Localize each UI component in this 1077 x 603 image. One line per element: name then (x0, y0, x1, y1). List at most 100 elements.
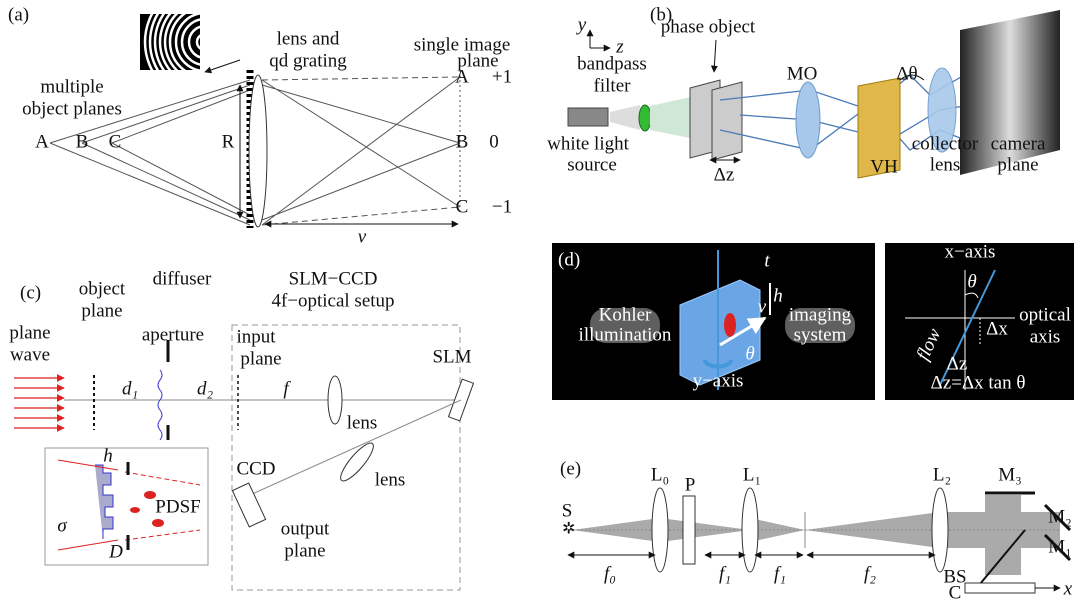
label: (c) (20, 282, 41, 303)
label: f₂ (864, 563, 876, 584)
shape-ellipse (144, 491, 156, 499)
label: M₁ (1048, 536, 1072, 557)
label: A (35, 131, 49, 152)
shape-ellipse (932, 488, 948, 572)
shape-ellipse (639, 105, 651, 131)
label: (e) (560, 458, 581, 479)
label: d₁ (122, 378, 138, 399)
shape-ellipse (742, 488, 758, 572)
shape-line (714, 40, 716, 72)
label: L₀ (651, 464, 669, 485)
label: camera (991, 133, 1046, 154)
shape-ellipse (328, 376, 342, 424)
label: y−axis (693, 370, 744, 391)
label: L₂ (933, 464, 951, 485)
label: lens (347, 412, 378, 433)
label: plane (9, 322, 50, 343)
label: x (1063, 578, 1073, 599)
label: axis (1030, 326, 1061, 347)
label: A (455, 66, 469, 87)
label: source (567, 154, 617, 175)
label: (d) (558, 249, 580, 270)
label: 0 (489, 131, 499, 152)
star-icon: ✲ (562, 521, 575, 538)
label: optical (1019, 304, 1071, 325)
label: θ (745, 343, 754, 364)
label: C (456, 196, 469, 217)
label: lens (930, 154, 961, 175)
shape-rect (232, 483, 265, 527)
label: f (283, 378, 291, 399)
label: object (79, 278, 126, 299)
label: L₁ (743, 464, 761, 485)
label: x−axis (945, 241, 996, 262)
shape-rect (683, 496, 695, 564)
label: f₁ (774, 563, 786, 584)
label: B (76, 131, 89, 152)
label: SLM (432, 346, 471, 367)
label: Kohler (599, 304, 652, 325)
shape-g (14, 378, 64, 428)
label: y (576, 14, 587, 35)
label: C (949, 582, 962, 603)
label: phase object (661, 16, 756, 37)
label: wave (10, 344, 50, 365)
shape-line (205, 60, 240, 72)
label: +1 (492, 66, 512, 87)
shape-ellipse (130, 507, 140, 513)
label: R (222, 131, 235, 152)
label: PDSF (155, 496, 200, 517)
shape-ellipse (796, 82, 820, 158)
shape-path (158, 370, 162, 440)
label: qd grating (269, 50, 347, 71)
label: imaging (789, 304, 852, 325)
label: lens and (277, 28, 340, 49)
label: Δθ (896, 63, 917, 84)
panel-b-drawing (568, 10, 1060, 178)
shape-ellipse (249, 75, 267, 227)
shape-rect (965, 583, 1035, 593)
label: M₃ (998, 464, 1022, 485)
label: Δx (986, 318, 1008, 339)
label: θ (967, 271, 976, 292)
label: C (109, 131, 122, 152)
label: lens (375, 469, 406, 490)
shape-rect (985, 495, 1021, 575)
label: −1 (492, 196, 512, 217)
label: t (764, 250, 770, 271)
label: SLM−CCD (289, 268, 378, 289)
label: plane (284, 540, 325, 561)
shape-path (610, 105, 640, 130)
label: illumination (579, 324, 672, 345)
shape-ellipse (336, 439, 378, 485)
label: Δz (714, 164, 735, 185)
label: P (685, 474, 696, 495)
shape-ellipse (152, 519, 164, 527)
label: filter (594, 75, 632, 96)
label: input (236, 326, 276, 347)
label: Δz (947, 353, 968, 374)
label: system (794, 324, 847, 345)
label: CCD (236, 458, 275, 479)
figure: ✲ (a) lens and qd grating multiple objec… (0, 0, 1077, 603)
label: plane (997, 154, 1038, 175)
label: M₂ (1048, 506, 1072, 527)
label: v (758, 296, 767, 317)
label: VH (870, 156, 898, 177)
label: output (281, 518, 330, 539)
label: v (358, 226, 367, 247)
label: plane (240, 348, 281, 369)
label: D (108, 541, 123, 562)
label: h (103, 445, 113, 466)
shape-ellipse (724, 313, 736, 337)
label: f₁ (719, 563, 731, 584)
label: σ (57, 515, 67, 536)
label: Δz=Δx tan θ (931, 372, 1026, 393)
label: white light (547, 133, 630, 154)
label: object planes (22, 98, 122, 119)
label: B (456, 131, 469, 152)
label: d₂ (197, 378, 214, 399)
label: S (562, 500, 573, 521)
shape-rect (568, 108, 608, 126)
label: aperture (142, 324, 204, 345)
